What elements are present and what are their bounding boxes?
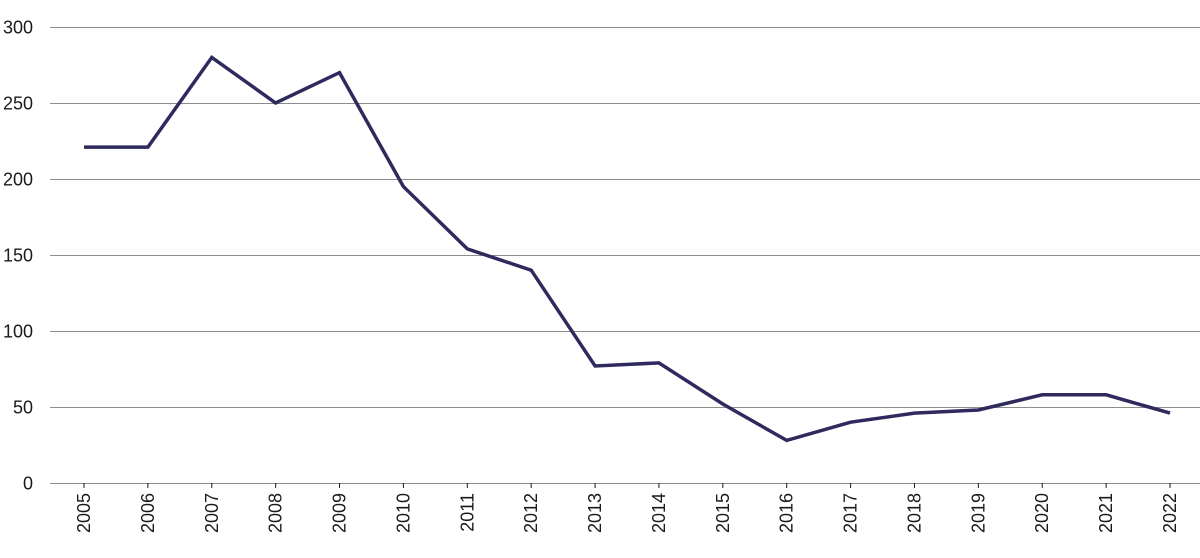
- x-tick-label: 2014: [649, 493, 669, 533]
- x-tick-label: 2012: [521, 493, 541, 533]
- x-tick-label: 2020: [1032, 493, 1052, 533]
- y-tick-label: 50: [13, 398, 33, 418]
- gridlines: [50, 27, 1200, 484]
- x-tick-label: 2005: [74, 493, 94, 533]
- y-tick-label: 150: [3, 246, 33, 266]
- x-tick-label: 2008: [266, 493, 286, 533]
- x-tick-label: 2015: [713, 493, 733, 533]
- x-tick-label: 2007: [202, 493, 222, 533]
- x-tick-label: 2011: [457, 493, 477, 532]
- x-tick-label: 2019: [968, 493, 988, 533]
- x-tick-label: 2009: [330, 493, 350, 533]
- x-tick-label: 2018: [904, 493, 924, 533]
- x-axis-tick-labels: 2005 2006 2007 2008 2009 2010 2011 2012 2013 2014…: [74, 483, 1180, 533]
- x-tick-label: 2017: [841, 493, 861, 533]
- y-tick-label: 300: [3, 18, 33, 38]
- x-tick-label: 2010: [393, 493, 413, 533]
- y-tick-label: 200: [3, 170, 33, 190]
- series-lines: [84, 54, 1171, 443]
- y-tick-label: 250: [3, 94, 33, 114]
- series-line: [84, 54, 1171, 443]
- y-tick-label: 100: [3, 322, 33, 342]
- x-tick-label: 2013: [585, 493, 605, 533]
- x-tick-label: 2022: [1160, 493, 1180, 533]
- x-tick-label: 2006: [138, 493, 158, 533]
- x-tick-label: 2021: [1096, 493, 1116, 533]
- y-tick-label: 0: [23, 474, 33, 494]
- x-tick-label: 2016: [777, 493, 797, 533]
- y-axis-tick-labels: 0 50 100 150 200 250 300: [3, 18, 33, 494]
